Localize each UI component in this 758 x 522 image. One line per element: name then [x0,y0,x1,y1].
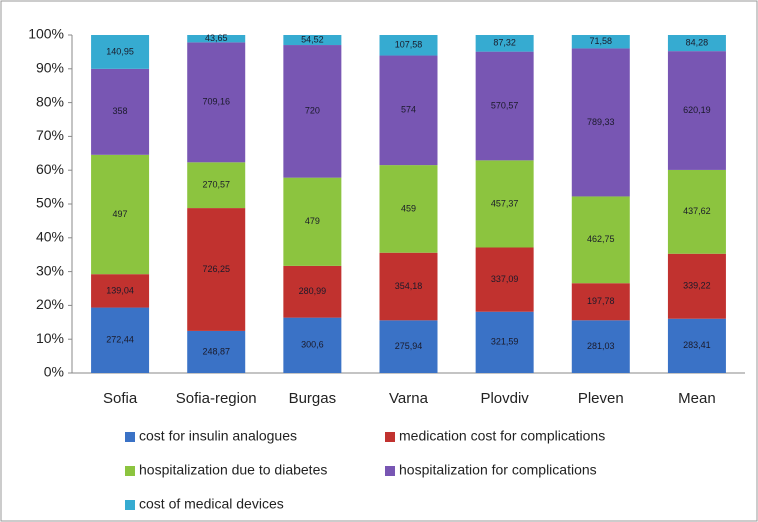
bar-segment [571,283,630,321]
data-label: 574 [401,105,416,115]
y-tick-label: 80% [36,93,64,109]
data-label: 337,09 [491,274,519,284]
data-label: 726,25 [202,264,230,274]
x-tick-label: Varna [389,390,429,407]
bar-segment [571,320,630,373]
bar-segment [475,51,534,161]
data-label: 459 [401,203,416,213]
bar-segment [91,307,150,373]
bar-segment [475,311,534,373]
x-tick-label: Burgas [289,390,337,407]
data-label: 140,95 [106,46,134,56]
x-tick-label: Sofia [103,390,138,407]
data-label: 272,44 [106,335,134,345]
data-label: 139,04 [106,285,134,295]
data-label: 300,6 [301,340,324,350]
legend-swatch [125,466,135,476]
bar-segment [571,35,630,49]
data-label: 281,03 [587,341,615,351]
legend-label: medication cost for complications [399,428,605,444]
bar-segment [379,35,438,56]
bar-segment [379,55,438,166]
x-tick-label: Sofia-region [176,390,257,407]
bar-segment [187,35,246,43]
data-label: 87,32 [493,38,516,48]
bar-segment [571,48,630,197]
legend-swatch [125,500,135,510]
data-label: 280,99 [299,286,327,296]
legend-label: hospitalization due to diabetes [139,462,327,478]
x-tick-label: Pleven [578,390,624,407]
data-label: 197,78 [587,296,615,306]
y-tick-label: 40% [36,229,64,245]
y-tick-label: 0% [44,364,64,380]
legend-swatch [125,432,135,442]
data-label: 270,57 [202,180,230,190]
bar-segment [475,247,534,312]
data-label: 321,59 [491,337,519,347]
data-label: 84,28 [686,37,709,47]
data-label: 283,41 [683,340,711,350]
bar-segment [283,265,342,318]
bar-segment [667,318,726,373]
bar-segment [91,154,150,275]
bar-segment [475,160,534,248]
data-label: 54,52 [301,34,324,44]
bar-segment [283,317,342,373]
data-label: 479 [305,216,320,226]
x-tick-label: Mean [678,390,716,407]
data-label: 462,75 [587,234,615,244]
bar-segment [379,165,438,253]
y-tick-label: 50% [36,195,64,211]
data-label: 570,57 [491,100,519,110]
data-label: 248,87 [202,346,230,356]
legend-swatch [385,432,395,442]
legend-label: hospitalization for complications [399,462,597,478]
bar-segment [667,51,726,170]
data-label: 437,62 [683,206,711,216]
bar-segment [91,35,150,69]
bar-segment [187,330,246,373]
bar-segment [379,320,438,373]
data-label: 339,22 [683,281,711,291]
bar-segment [283,45,342,178]
bar-segment [379,252,438,321]
y-tick-label: 30% [36,262,64,278]
data-label: 497 [113,209,128,219]
data-label: 275,94 [395,341,423,351]
legend-label: cost of medical devices [139,496,284,512]
bar-segment [283,35,342,46]
data-label: 354,18 [395,281,423,291]
data-label: 620,19 [683,105,711,115]
legend-swatch [385,466,395,476]
bar-segment [187,208,246,331]
data-label: 457,37 [491,198,519,208]
bar-segment [667,253,726,319]
bar-segment [187,42,246,163]
bar-segment [283,177,342,266]
x-tick-label: Plovdiv [480,390,529,407]
bar-segment [667,169,726,254]
data-label: 358 [113,106,128,116]
y-tick-label: 90% [36,60,64,76]
bar-segment [475,35,534,52]
data-label: 43,65 [205,33,228,43]
y-tick-label: 10% [36,330,64,346]
data-label: 709,16 [202,97,230,107]
data-label: 71,58 [590,36,613,46]
legend-label: cost for insulin analogues [139,428,297,444]
data-label: 789,33 [587,117,615,127]
bar-segment [571,196,630,284]
bar-segment [187,162,246,209]
y-tick-label: 60% [36,161,64,177]
data-label: 107,58 [395,40,423,50]
y-tick-label: 100% [28,26,64,42]
y-tick-label: 70% [36,127,64,143]
bar-segment [91,68,150,155]
data-label: 720 [305,106,320,116]
bar-segment [667,35,726,52]
bar-segment [91,274,150,308]
y-tick-label: 20% [36,296,64,312]
